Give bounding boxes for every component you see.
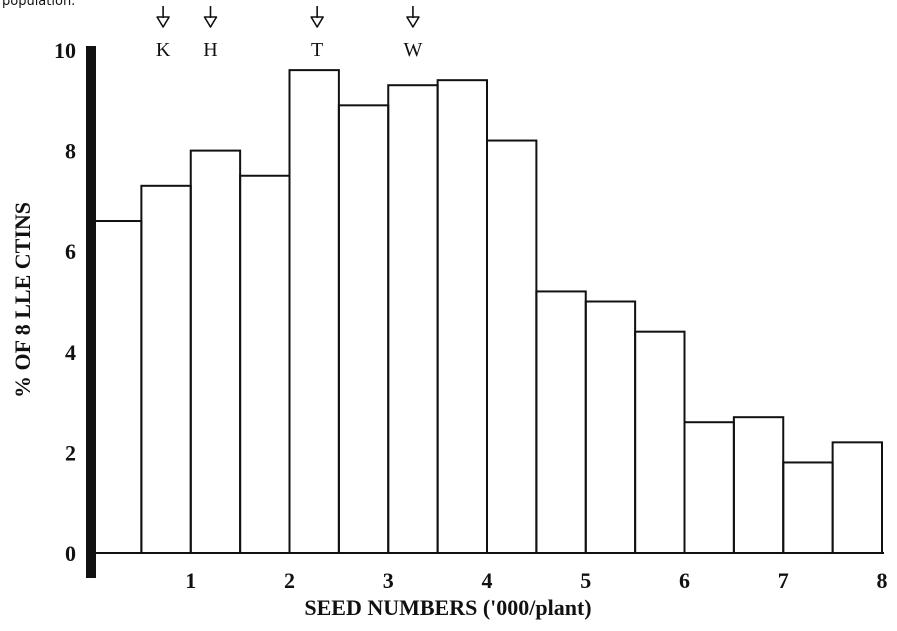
marker-arrow-t	[310, 6, 324, 28]
histogram-bar-14	[732, 416, 785, 554]
x-tick-label-1: 1	[185, 568, 196, 593]
histogram-bar-3	[189, 149, 242, 554]
caption-fragment: population.	[2, 0, 76, 9]
histogram-bar-1	[91, 220, 143, 555]
histogram-bar-15	[782, 461, 834, 554]
y-tick-label-10: 10	[54, 38, 76, 63]
histogram-bar-7	[387, 84, 439, 555]
histogram-bar-9	[486, 139, 538, 554]
marker-label-w: W	[403, 39, 422, 61]
marker-label-h: H	[203, 39, 217, 61]
y-tick-label-0: 0	[65, 541, 76, 566]
histogram-bar-2	[140, 184, 192, 554]
x-tick-label-7: 7	[778, 568, 789, 593]
x-axis-title: SEED NUMBERS ('000/plant)	[304, 595, 591, 620]
marker-arrow-k	[156, 6, 170, 28]
histogram-bar-11	[584, 300, 637, 554]
x-tick-label-6: 6	[679, 568, 690, 593]
x-tick-label-5: 5	[580, 568, 591, 593]
histogram-bar-8	[436, 79, 488, 555]
y-tick-label-8: 8	[65, 139, 76, 164]
histogram-bar-4	[239, 174, 291, 554]
histogram-bar-13	[683, 421, 735, 554]
y-tick-label-2: 2	[65, 440, 76, 465]
histogram-bar-6	[337, 104, 390, 555]
histogram-bar-10	[535, 290, 587, 554]
marker-arrow-h	[203, 6, 218, 28]
marker-label-k: K	[156, 39, 171, 61]
x-tick-label-4: 4	[482, 568, 493, 593]
histogram-bar-5	[288, 69, 340, 555]
y-tick-label-4: 4	[65, 340, 76, 365]
y-axis-title: % OF 8 LLE CTINS	[10, 202, 35, 398]
x-tick-label-2: 2	[284, 568, 295, 593]
marker-arrow-w	[406, 6, 420, 28]
y-tick-label-6: 6	[65, 239, 76, 264]
x-tick-label-3: 3	[383, 568, 394, 593]
marker-label-t: T	[311, 39, 323, 61]
histogram-bar-16	[831, 441, 883, 554]
x-tick-label-8: 8	[877, 568, 888, 593]
histogram-bar-12	[634, 330, 686, 554]
